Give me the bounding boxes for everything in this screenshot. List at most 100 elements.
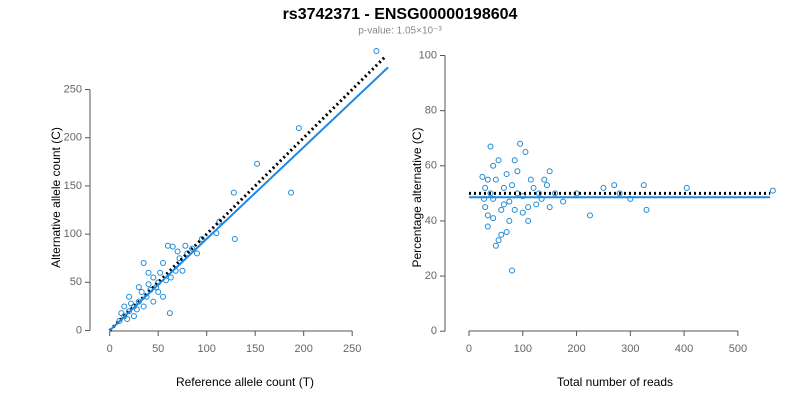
x-tick-label: 400: [675, 343, 693, 355]
point: [288, 189, 295, 196]
point: [643, 206, 650, 213]
point: [490, 215, 497, 222]
point: [167, 274, 174, 281]
point: [126, 293, 133, 300]
x-tick-label: 100: [514, 343, 532, 355]
point: [503, 171, 510, 178]
point: [124, 315, 131, 322]
point: [145, 269, 152, 276]
point: [230, 189, 237, 196]
point: [133, 306, 140, 313]
x-tick-label: 0: [107, 343, 113, 355]
point: [527, 176, 534, 183]
point: [560, 198, 567, 205]
point: [600, 184, 607, 191]
point: [487, 190, 494, 197]
point: [487, 143, 494, 150]
x-tick-label: 500: [729, 343, 747, 355]
point: [495, 157, 502, 164]
x-tick-label: 300: [621, 343, 639, 355]
point: [295, 125, 302, 132]
point: [128, 300, 135, 307]
y-tick-label: 80: [425, 105, 437, 117]
y-tick-label: 40: [425, 215, 437, 227]
chart-subtitle: p-value: 1.05×10⁻³: [358, 26, 442, 37]
point: [511, 206, 518, 213]
point: [683, 184, 690, 191]
point: [525, 217, 532, 224]
point: [157, 269, 164, 276]
point: [140, 260, 147, 267]
point: [543, 182, 550, 189]
point: [164, 242, 171, 249]
x-axis-label: Total number of reads: [557, 375, 673, 389]
point: [216, 218, 223, 225]
x-tick-label: 150: [246, 343, 264, 355]
point: [546, 168, 553, 175]
point: [525, 204, 532, 211]
point: [198, 235, 205, 242]
point: [118, 310, 125, 317]
point: [586, 212, 593, 219]
point: [492, 176, 499, 183]
point: [116, 317, 123, 324]
y-tick-label: 0: [76, 324, 82, 336]
point: [514, 168, 521, 175]
point: [490, 162, 497, 169]
point: [140, 303, 147, 310]
point: [145, 281, 152, 288]
point: [511, 157, 518, 164]
point: [254, 160, 261, 167]
y-tick-label: 250: [64, 83, 82, 95]
y-tick-label: 0: [431, 325, 437, 337]
point: [482, 184, 489, 191]
point: [130, 313, 137, 320]
point: [166, 310, 173, 317]
point: [182, 242, 189, 249]
point: [482, 204, 489, 211]
reference-line: [108, 55, 387, 332]
point: [500, 184, 507, 191]
point: [169, 243, 176, 250]
point: [150, 298, 157, 305]
y-tick-label: 150: [64, 180, 82, 192]
y-axis-label: Percentage alternative (C): [410, 127, 424, 267]
point: [500, 201, 507, 208]
point: [176, 255, 183, 262]
point: [509, 267, 516, 274]
point: [616, 190, 623, 197]
y-axis-label: Alternative allele count (C): [49, 127, 63, 268]
point: [535, 190, 542, 197]
y-tick-label: 60: [425, 160, 437, 172]
point: [495, 237, 502, 244]
point: [546, 204, 553, 211]
point: [160, 293, 167, 300]
point: [541, 176, 548, 183]
point: [179, 267, 186, 274]
x-axis-label: Reference allele count (T): [176, 375, 314, 389]
point: [231, 235, 238, 242]
point: [135, 284, 142, 291]
point: [155, 288, 162, 295]
fit-line: [109, 66, 389, 332]
point: [193, 250, 200, 257]
x-tick-label: 0: [466, 343, 472, 355]
point: [150, 274, 157, 281]
point: [517, 140, 524, 147]
point: [479, 173, 486, 180]
chart-title: rs3742371 - ENSG00000198604: [283, 6, 518, 23]
point: [506, 217, 513, 224]
point: [509, 182, 516, 189]
point: [611, 182, 618, 189]
x-tick-label: 250: [343, 343, 361, 355]
point: [552, 190, 559, 197]
point: [498, 206, 505, 213]
point: [484, 176, 491, 183]
point: [484, 212, 491, 219]
x-tick-label: 200: [567, 343, 585, 355]
x-tick-label: 50: [152, 343, 164, 355]
point: [492, 242, 499, 249]
point: [506, 198, 513, 205]
point: [519, 193, 526, 200]
x-tick-label: 200: [294, 343, 312, 355]
